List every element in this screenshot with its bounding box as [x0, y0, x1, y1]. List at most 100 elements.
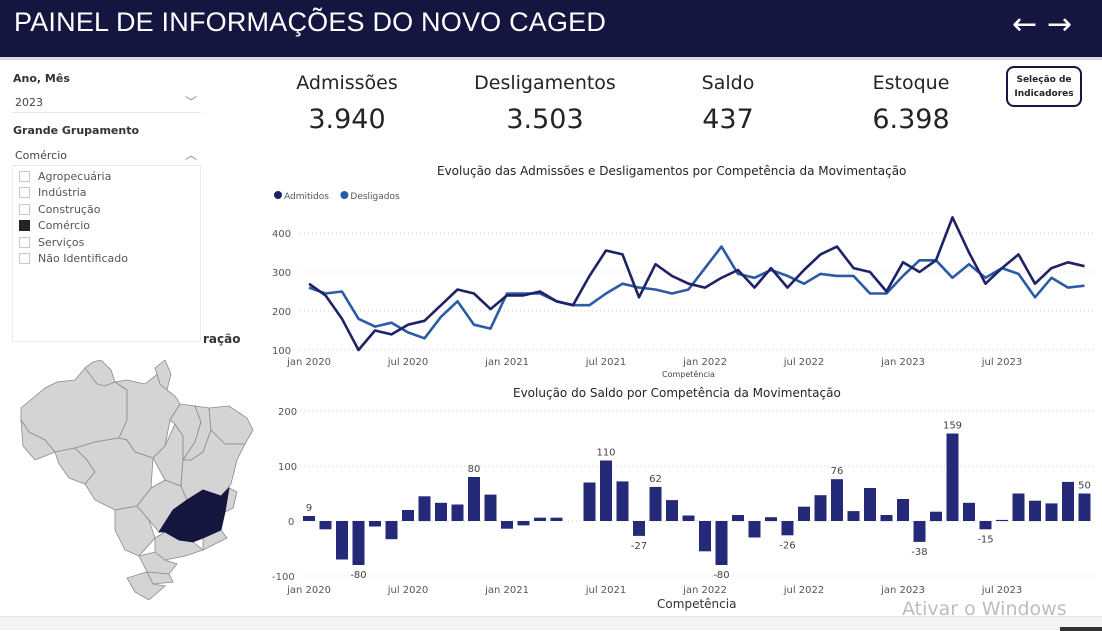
- y-tick-label: 200: [278, 407, 297, 418]
- saldo-bar[interactable]: [666, 500, 678, 521]
- saldo-bar[interactable]: [385, 521, 398, 540]
- saldo-bar[interactable]: [963, 502, 975, 521]
- saldo-bar[interactable]: [484, 494, 497, 521]
- legend-marker[interactable]: [274, 191, 282, 199]
- x-tick-label: jan 2021: [484, 357, 529, 368]
- period-dropdown-value: 2023: [15, 96, 43, 109]
- group-option[interactable]: Agropecuária: [13, 168, 200, 185]
- saldo-bar[interactable]: [435, 502, 447, 521]
- bar-data-label: 80: [468, 464, 481, 475]
- saldo-bar[interactable]: [534, 517, 546, 521]
- checkbox-unchecked[interactable]: [19, 170, 30, 182]
- map-state-rio-grande-sul[interactable]: [126, 571, 166, 600]
- saldo-bar[interactable]: [748, 521, 761, 538]
- checkbox-unchecked[interactable]: [19, 203, 30, 215]
- saldo-bar[interactable]: [501, 521, 513, 529]
- saldo-bar[interactable]: [897, 499, 909, 521]
- saldo-bar[interactable]: [1078, 493, 1091, 522]
- saldo-bar[interactable]: [781, 521, 794, 536]
- saldo-bar[interactable]: [880, 515, 893, 522]
- period-dropdown[interactable]: 2023 ﹀: [12, 91, 201, 113]
- checkbox-unchecked[interactable]: [19, 236, 30, 248]
- saldo-bar[interactable]: [699, 521, 711, 552]
- saldo-bar[interactable]: [798, 506, 810, 521]
- saldo-bar[interactable]: [864, 488, 876, 521]
- saldo-bar[interactable]: [814, 495, 827, 522]
- bar-chart-title: Evolução do Saldo por Competência da Mov…: [513, 386, 841, 400]
- saldo-bar[interactable]: [616, 481, 629, 521]
- saldo-bar[interactable]: [517, 521, 530, 526]
- forward-arrow-icon[interactable]: →: [1047, 7, 1073, 42]
- chevron-up-icon: ︿: [184, 148, 197, 162]
- saldo-bar[interactable]: [1029, 500, 1041, 522]
- saldo-bar[interactable]: [369, 521, 381, 527]
- saldo-bar[interactable]: [979, 521, 992, 530]
- bar-data-label: -27: [631, 541, 647, 552]
- y-tick-label: 100: [278, 462, 297, 473]
- bottom-taskbar-strip: [0, 616, 1102, 631]
- map-state-amapa[interactable]: [154, 360, 172, 391]
- map-state-minas-gerais[interactable]: [158, 486, 230, 543]
- saldo-bar[interactable]: [996, 519, 1008, 522]
- saldo-bar[interactable]: [468, 477, 480, 521]
- group-option[interactable]: Construção: [13, 201, 200, 218]
- group-option[interactable]: Indústria: [13, 185, 200, 202]
- series-line-admitidos[interactable]: [308, 216, 1085, 352]
- indicator-selection-button[interactable]: Seleção de Indicadores: [1006, 66, 1082, 107]
- saldo-bar[interactable]: [1012, 493, 1025, 522]
- bar-data-label: 62: [649, 474, 662, 485]
- saldo-bar[interactable]: [336, 521, 348, 560]
- kpi-value: 3.503: [506, 104, 584, 135]
- saldo-bar[interactable]: [633, 521, 645, 536]
- kpi-card: Saldo 437: [628, 72, 828, 135]
- map-state-para[interactable]: [113, 371, 181, 459]
- group-dropdown-value: Comércio: [15, 149, 68, 162]
- header-bar: PAINEL DE INFORMAÇÕES DO NOVO CAGED ← →: [0, 0, 1102, 60]
- saldo-bar[interactable]: [583, 482, 596, 522]
- saldo-bar[interactable]: [1062, 481, 1074, 521]
- map-state-roraima[interactable]: [84, 360, 116, 387]
- bar-data-label: 9: [306, 503, 312, 514]
- legend-label[interactable]: Admitidos: [284, 192, 329, 202]
- x-tick-label: jan 2020: [286, 357, 331, 368]
- kpi-label: Saldo: [701, 72, 755, 94]
- saldo-bar[interactable]: [319, 521, 332, 530]
- group-filter-label: Grande Grupamento: [13, 124, 140, 137]
- saldo-bar[interactable]: [550, 517, 563, 521]
- saldo-bar[interactable]: [946, 433, 959, 522]
- saldo-bar[interactable]: [418, 496, 431, 522]
- group-option[interactable]: Serviços: [13, 234, 200, 251]
- saldo-bar[interactable]: [649, 486, 662, 521]
- saldo-bar[interactable]: [765, 517, 777, 522]
- group-dropdown[interactable]: Comércio ︿: [12, 144, 201, 166]
- saldo-bar[interactable]: [847, 511, 860, 521]
- saldo-bar[interactable]: [600, 460, 612, 522]
- saldo-bar[interactable]: [715, 521, 728, 565]
- x-axis-label: Competência: [657, 597, 736, 611]
- saldo-bar[interactable]: [831, 479, 843, 521]
- saldo-bar[interactable]: [732, 515, 744, 522]
- saldo-bar[interactable]: [402, 510, 414, 521]
- x-tick-label: jan 2023: [880, 357, 925, 368]
- legend-marker[interactable]: [340, 191, 349, 199]
- saldo-bar[interactable]: [913, 521, 926, 542]
- checkbox-checked[interactable]: [19, 220, 30, 232]
- x-tick-label: jul 2021: [585, 585, 627, 596]
- map-title-partial: ração: [203, 332, 241, 346]
- kpi-label: Estoque: [872, 72, 950, 94]
- series-line-desligados[interactable]: [308, 245, 1085, 340]
- y-tick-label: 100: [272, 346, 291, 357]
- saldo-bar[interactable]: [303, 516, 315, 521]
- group-option[interactable]: Não Identificado: [13, 251, 200, 268]
- saldo-bar[interactable]: [451, 504, 464, 522]
- checkbox-unchecked[interactable]: [19, 187, 30, 199]
- group-option[interactable]: Comércio: [13, 218, 200, 235]
- back-arrow-icon[interactable]: ←: [1012, 7, 1038, 42]
- saldo-bar[interactable]: [1045, 503, 1058, 521]
- saldo-bar[interactable]: [352, 521, 365, 565]
- legend-label[interactable]: Desligados: [350, 192, 400, 202]
- saldo-bar[interactable]: [930, 511, 942, 522]
- checkbox-unchecked[interactable]: [19, 253, 30, 265]
- group-option-label: Indústria: [38, 186, 87, 200]
- saldo-bar[interactable]: [682, 515, 695, 522]
